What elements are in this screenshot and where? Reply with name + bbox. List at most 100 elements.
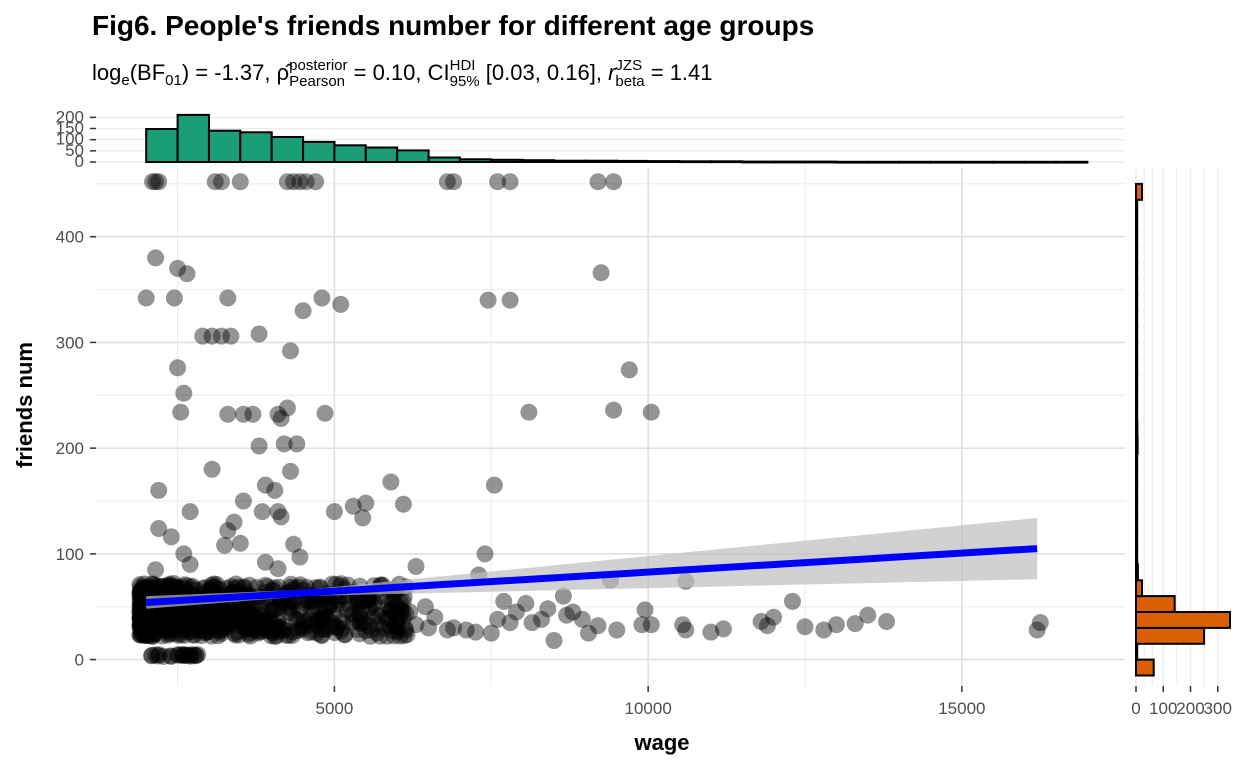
data-point — [187, 647, 205, 665]
right-hist-x-tick-label: 0 — [1131, 699, 1140, 718]
data-point — [316, 404, 334, 422]
data-point — [269, 612, 287, 630]
data-point — [264, 619, 282, 637]
data-point — [150, 646, 168, 664]
x-tick-label: 5000 — [316, 699, 354, 718]
data-point — [394, 603, 412, 621]
data-point — [203, 578, 221, 596]
right-hist-bar — [1135, 436, 1139, 455]
data-point — [211, 620, 229, 638]
data-point — [203, 615, 221, 633]
data-point — [249, 605, 267, 622]
data-point — [132, 596, 150, 614]
data-point — [132, 607, 150, 625]
data-point — [363, 621, 381, 639]
subtitle-stat-value: ) = -1.37, — [181, 59, 277, 85]
data-point — [139, 627, 157, 644]
data-point — [159, 613, 176, 631]
data-point — [182, 647, 200, 665]
top-hist-bar — [145, 128, 179, 163]
subtitle-r-sub: beta — [615, 73, 645, 90]
data-point — [139, 579, 157, 597]
data-point — [232, 602, 250, 620]
data-point — [361, 627, 379, 645]
data-point — [344, 613, 362, 631]
data-point — [357, 494, 375, 512]
data-point — [204, 619, 222, 637]
right-hist-bar — [1135, 214, 1139, 233]
data-point — [313, 289, 331, 307]
top-hist-bar — [427, 156, 461, 163]
data-point — [153, 627, 171, 645]
data-point — [222, 599, 240, 617]
data-point — [300, 616, 318, 634]
data-point — [151, 620, 169, 638]
top-hist-bar — [960, 160, 995, 164]
data-point — [140, 614, 158, 632]
data-point — [714, 620, 732, 638]
right-hist-bar — [1135, 341, 1139, 360]
top-hist-bar — [741, 160, 775, 164]
data-point — [199, 618, 217, 636]
data-point — [272, 410, 290, 427]
data-point — [165, 575, 183, 592]
data-point — [265, 601, 283, 619]
data-point — [391, 608, 409, 626]
data-point — [363, 609, 381, 627]
top-hist-bar — [898, 160, 932, 164]
data-point — [533, 610, 550, 628]
data-point — [189, 616, 207, 633]
data-point — [141, 612, 158, 630]
data-point — [303, 601, 321, 619]
data-point — [172, 626, 190, 644]
data-point — [144, 627, 162, 645]
data-point — [162, 647, 180, 665]
y-tick-label: 300 — [56, 333, 84, 352]
data-point — [134, 619, 152, 637]
data-point — [796, 618, 814, 636]
data-point — [241, 624, 259, 642]
data-point — [197, 601, 215, 619]
data-point — [238, 620, 256, 637]
data-point — [290, 601, 308, 619]
right-hist-bar — [1135, 658, 1155, 677]
data-point — [160, 577, 177, 595]
data-point — [674, 616, 692, 634]
data-point — [193, 615, 210, 633]
data-point — [325, 503, 343, 521]
data-point — [501, 291, 519, 309]
data-point — [250, 437, 268, 455]
data-point — [313, 627, 331, 644]
chart-title: Fig6. People's friends number for differ… — [92, 10, 815, 41]
data-point — [139, 610, 157, 628]
data-point — [147, 249, 165, 267]
data-point — [170, 619, 188, 637]
data-point — [234, 618, 252, 635]
data-point — [169, 359, 187, 377]
data-point — [355, 613, 373, 631]
data-point — [392, 600, 410, 618]
data-point — [242, 620, 260, 638]
subtitle-r-sup: JZS — [615, 57, 643, 74]
data-point — [135, 581, 152, 599]
data-point — [256, 576, 274, 594]
data-point — [348, 621, 366, 638]
top-hist-y-tick-label: 150 — [56, 119, 84, 138]
data-point — [156, 614, 174, 632]
data-point — [183, 620, 201, 637]
data-point — [333, 613, 351, 631]
data-point — [244, 606, 262, 624]
data-point — [156, 605, 174, 623]
data-point — [153, 612, 171, 630]
top-hist-bar — [678, 160, 712, 164]
data-point — [234, 405, 252, 423]
x-tick-label: 10000 — [625, 699, 672, 718]
data-point — [378, 611, 396, 629]
data-point — [203, 460, 221, 478]
data-point — [132, 594, 150, 611]
data-point — [206, 599, 224, 617]
data-point — [155, 619, 173, 636]
data-point — [153, 618, 171, 636]
data-point — [174, 622, 192, 640]
data-point — [361, 599, 379, 617]
